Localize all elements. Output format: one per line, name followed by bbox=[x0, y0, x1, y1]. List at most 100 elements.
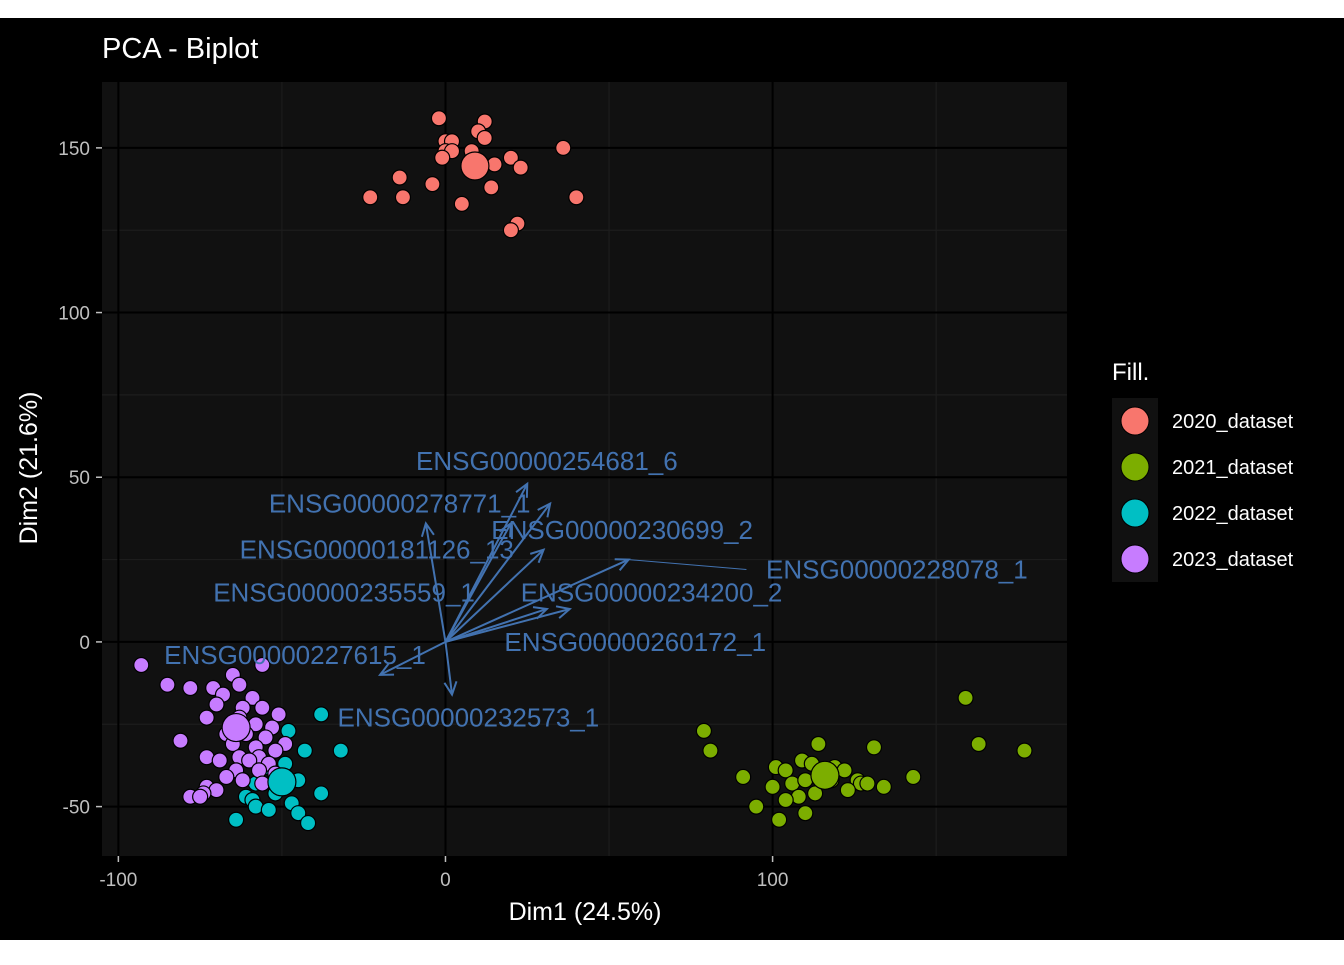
x-axis-ticks: -100 0 100 bbox=[99, 856, 788, 891]
variable-label: ENSG00000254681_6 bbox=[416, 446, 678, 476]
data-point bbox=[502, 149, 519, 166]
data-point bbox=[296, 742, 313, 759]
data-point bbox=[875, 778, 892, 795]
data-point bbox=[777, 791, 794, 809]
data-point bbox=[159, 676, 176, 693]
legend-swatch bbox=[1120, 452, 1150, 482]
data-point bbox=[865, 739, 883, 756]
data-point bbox=[172, 732, 189, 749]
variable-arrow bbox=[444, 641, 454, 695]
data-point bbox=[241, 752, 258, 769]
data-point bbox=[702, 742, 719, 759]
data-point bbox=[1016, 742, 1033, 759]
data-point bbox=[299, 814, 317, 832]
data-point bbox=[764, 778, 781, 795]
data-point bbox=[332, 742, 349, 759]
data-point bbox=[568, 189, 585, 206]
data-point bbox=[192, 788, 209, 805]
arrow-head bbox=[532, 606, 550, 620]
arrow-head bbox=[420, 521, 435, 538]
data-point bbox=[777, 762, 794, 779]
variable-arrows bbox=[377, 481, 747, 697]
y-tick-label: -50 bbox=[63, 798, 90, 819]
data-point bbox=[859, 775, 876, 792]
variable-label: ENSG00000232573_1 bbox=[338, 703, 600, 733]
variable-label: ENSG00000181126_13 bbox=[240, 535, 514, 565]
variable-arrow bbox=[444, 522, 512, 643]
arrow-head bbox=[529, 548, 546, 564]
data-point bbox=[313, 785, 330, 802]
data-point bbox=[211, 752, 228, 769]
data-point bbox=[735, 768, 752, 786]
legend-label: 2023_dataset bbox=[1172, 549, 1294, 571]
variable-arrow bbox=[445, 608, 548, 643]
data-point bbox=[290, 805, 307, 822]
legend-items: 2020_dataset 2021_dataset 2022_dataset 2023… bbox=[1120, 406, 1294, 574]
variable-arrow bbox=[444, 548, 545, 643]
legend-title: Fill. bbox=[1112, 359, 1149, 386]
data-point bbox=[254, 699, 271, 716]
data-point bbox=[453, 195, 470, 212]
variable-arrow bbox=[444, 502, 551, 643]
data-point bbox=[257, 729, 274, 746]
data-point bbox=[434, 149, 451, 166]
data-point bbox=[839, 782, 856, 799]
legend: Fill. 2020_dataset 2021_dataset 2022_datas… bbox=[1112, 359, 1294, 582]
x-axis-label: Dim1 (24.5%) bbox=[509, 898, 662, 926]
x-tick-label: -100 bbox=[99, 870, 137, 891]
legend-swatch bbox=[1120, 544, 1150, 574]
arrow-head bbox=[443, 681, 458, 697]
data-point bbox=[394, 189, 412, 206]
variable-arrow bbox=[379, 641, 446, 676]
data-point bbox=[748, 798, 765, 815]
x-tick-label: 100 bbox=[757, 870, 789, 891]
data-point bbox=[270, 706, 287, 723]
data-point bbox=[810, 735, 827, 753]
figure-bottom-margin bbox=[0, 940, 1344, 960]
legend-swatch bbox=[1120, 406, 1150, 436]
figure-top-margin bbox=[0, 0, 1344, 18]
data-point bbox=[228, 811, 245, 828]
y-tick-label: 150 bbox=[58, 139, 90, 160]
group-centroid bbox=[810, 760, 840, 790]
variable-label: ENSG00000260172_1 bbox=[504, 627, 766, 657]
label-connector bbox=[628, 559, 747, 570]
data-point bbox=[231, 676, 248, 693]
data-point bbox=[695, 722, 712, 739]
data-point bbox=[198, 709, 215, 726]
data-point bbox=[234, 772, 251, 789]
y-tick-label: 100 bbox=[58, 304, 90, 325]
variable-label: ENSG00000230699_2 bbox=[491, 515, 753, 545]
group-centroid bbox=[221, 712, 251, 743]
minor-grid bbox=[102, 82, 1067, 856]
data-point bbox=[797, 805, 814, 822]
data-point bbox=[483, 179, 500, 196]
data-point bbox=[476, 129, 493, 147]
x-tick-label: 0 bbox=[440, 870, 451, 891]
variable-arrow bbox=[424, 523, 447, 643]
legend-label: 2020_dataset bbox=[1172, 411, 1294, 433]
data-point bbox=[362, 189, 379, 206]
variable-labels: ENSG00000254681_6ENSG00000278771_1ENSG00… bbox=[164, 446, 1028, 733]
variable-label: ENSG00000234200_2 bbox=[521, 578, 783, 608]
data-point bbox=[430, 110, 448, 127]
variable-label: ENSG00000227615_1 bbox=[164, 640, 426, 670]
data-point bbox=[424, 176, 441, 193]
arrow-head bbox=[537, 501, 552, 518]
legend-label: 2022_dataset bbox=[1172, 503, 1294, 525]
legend-swatch bbox=[1120, 498, 1150, 528]
data-point bbox=[260, 801, 277, 818]
data-point bbox=[771, 811, 788, 828]
data-point bbox=[391, 169, 408, 186]
data-point bbox=[970, 735, 987, 753]
y-axis-label: Dim2 (21.6%) bbox=[15, 392, 43, 545]
data-point bbox=[502, 222, 519, 239]
data-point bbox=[254, 656, 271, 674]
data-point bbox=[250, 762, 268, 779]
arrow-head bbox=[555, 605, 573, 619]
y-tick-label: 0 bbox=[79, 633, 90, 654]
data-point bbox=[208, 696, 225, 713]
data-point bbox=[512, 159, 529, 176]
